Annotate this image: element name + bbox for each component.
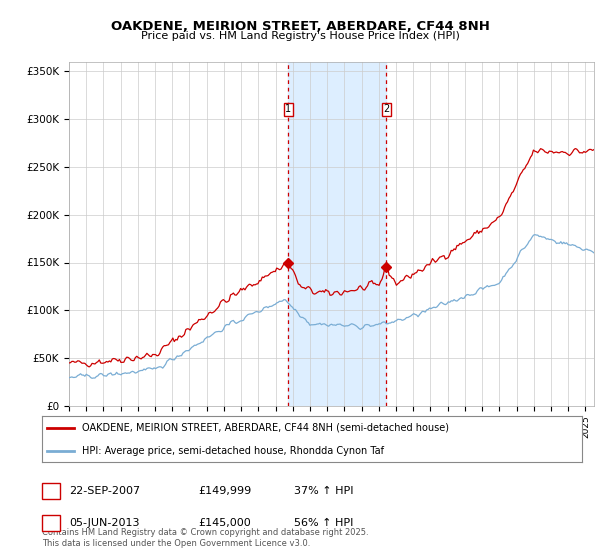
Text: 05-JUN-2013: 05-JUN-2013: [69, 518, 139, 528]
Text: OAKDENE, MEIRION STREET, ABERDARE, CF44 8NH (semi-detached house): OAKDENE, MEIRION STREET, ABERDARE, CF44 …: [83, 423, 449, 432]
Text: 2: 2: [383, 104, 389, 114]
Text: Contains HM Land Registry data © Crown copyright and database right 2025.
This d: Contains HM Land Registry data © Crown c…: [42, 528, 368, 548]
Text: OAKDENE, MEIRION STREET, ABERDARE, CF44 8NH: OAKDENE, MEIRION STREET, ABERDARE, CF44 …: [110, 20, 490, 32]
Bar: [288, 62, 386, 406]
Text: 1: 1: [285, 104, 291, 114]
Text: HPI: Average price, semi-detached house, Rhondda Cynon Taf: HPI: Average price, semi-detached house,…: [83, 446, 385, 455]
Text: 1: 1: [47, 486, 55, 496]
Text: Price paid vs. HM Land Registry's House Price Index (HPI): Price paid vs. HM Land Registry's House …: [140, 31, 460, 41]
Text: £145,000: £145,000: [198, 518, 251, 528]
Text: £149,999: £149,999: [198, 486, 251, 496]
Text: 2: 2: [47, 518, 55, 528]
Text: 22-SEP-2007: 22-SEP-2007: [69, 486, 140, 496]
Text: 37% ↑ HPI: 37% ↑ HPI: [294, 486, 353, 496]
Text: 56% ↑ HPI: 56% ↑ HPI: [294, 518, 353, 528]
